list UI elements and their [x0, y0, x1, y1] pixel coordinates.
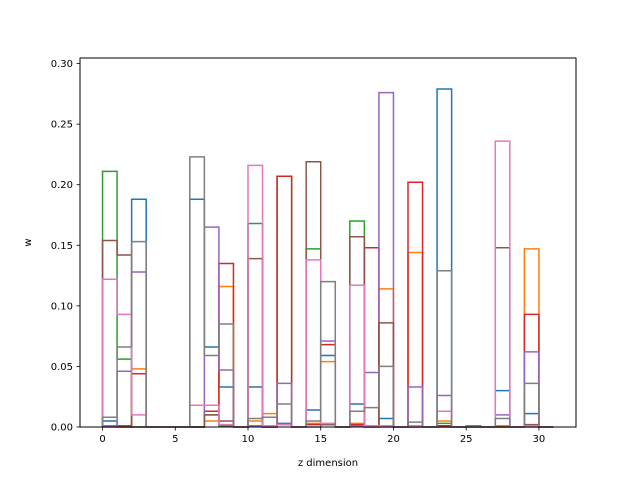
x-tick-label: 5	[172, 434, 178, 445]
y-tick-label: 0.30	[51, 59, 73, 70]
x-axis-label: z dimension	[298, 458, 358, 469]
x-tick-label: 10	[242, 434, 255, 445]
x-tick-label: 30	[533, 434, 546, 445]
tick-layer: 0 5 10 15 20 25 30 0.00 0.05 0.10 0.15 0.20 0.25 0.30	[51, 59, 546, 445]
x-tick-label: 0	[99, 434, 105, 445]
y-axis-label: w	[23, 238, 34, 246]
y-tick-label: 0.25	[51, 120, 73, 131]
y-tick-label: 0.10	[51, 301, 73, 312]
x-tick-label: 15	[314, 434, 327, 445]
y-tick-label: 0.05	[51, 362, 73, 373]
x-tick-label: 20	[387, 434, 400, 445]
y-tick-label: 0.00	[51, 423, 73, 434]
y-tick-label: 0.20	[51, 180, 73, 191]
axes-frame	[79, 57, 577, 428]
x-tick-label: 25	[460, 434, 473, 445]
y-tick-label: 0.15	[51, 241, 73, 252]
